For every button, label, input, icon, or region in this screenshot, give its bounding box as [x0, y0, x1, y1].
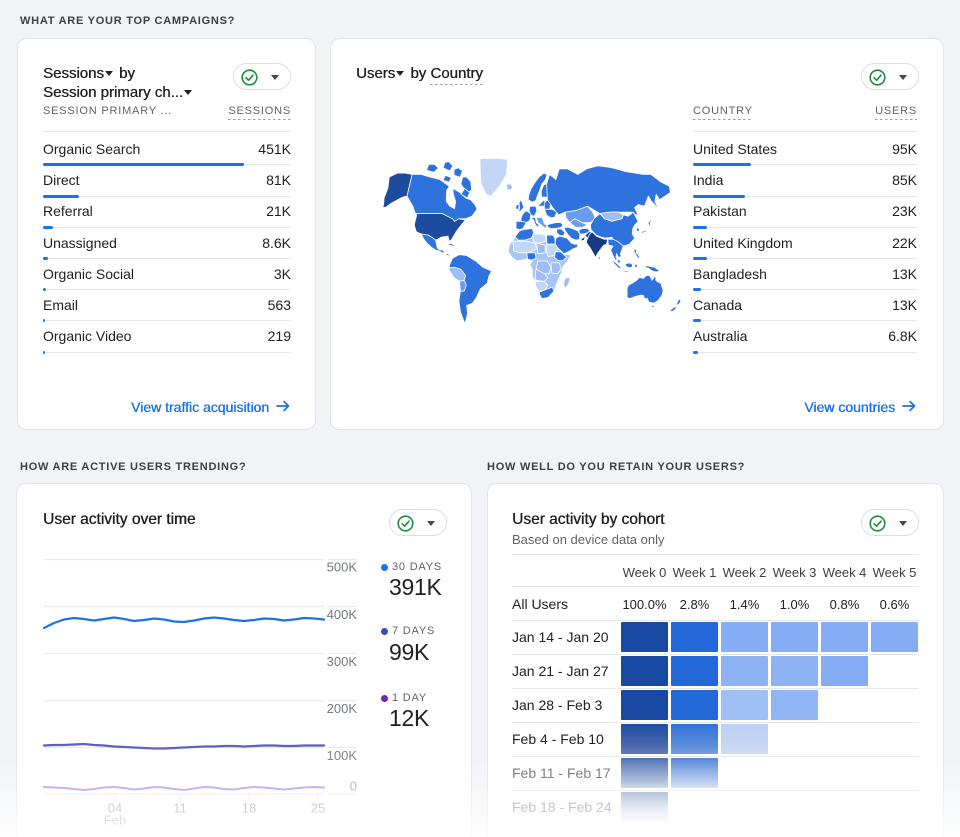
- svg-text:200K: 200K: [327, 701, 358, 716]
- svg-text:18: 18: [242, 801, 256, 816]
- svg-text:0: 0: [350, 779, 357, 794]
- svg-text:300K: 300K: [327, 654, 358, 669]
- svg-text:25: 25: [311, 801, 325, 816]
- svg-text:500K: 500K: [327, 560, 358, 575]
- svg-text:100K: 100K: [327, 748, 358, 763]
- svg-text:Feb: Feb: [104, 813, 126, 828]
- svg-text:11: 11: [173, 801, 187, 816]
- svg-text:400K: 400K: [327, 607, 358, 622]
